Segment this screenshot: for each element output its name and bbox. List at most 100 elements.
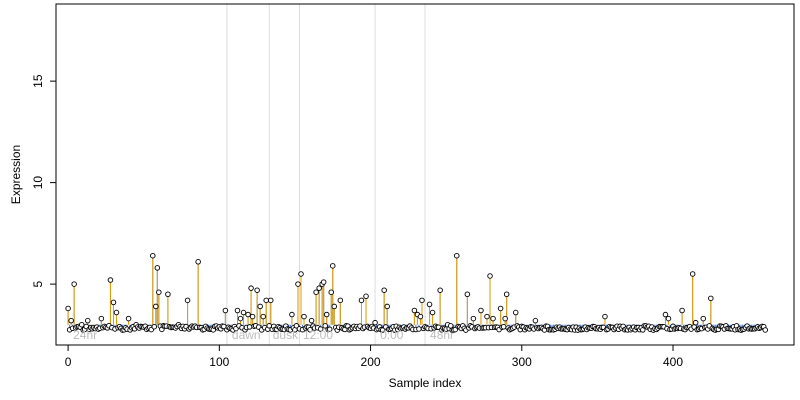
x-tick-label: 300 xyxy=(512,355,532,369)
data-point xyxy=(154,265,161,271)
data-point xyxy=(700,315,707,322)
x-axis-title: Sample index xyxy=(389,376,462,390)
data-point xyxy=(419,297,425,304)
data-point xyxy=(249,313,256,320)
region-label: dusk xyxy=(273,328,299,342)
data-point xyxy=(65,305,71,312)
y-axis-title: Expression xyxy=(9,145,23,204)
plot-frame xyxy=(55,3,795,346)
x-tick-label: 100 xyxy=(209,355,229,369)
data-point xyxy=(317,326,324,332)
data-point xyxy=(165,291,171,298)
data-point xyxy=(416,326,422,332)
data-point xyxy=(384,303,390,310)
data-point xyxy=(417,313,424,320)
data-point xyxy=(110,299,117,306)
data-point xyxy=(298,271,304,277)
data-point xyxy=(497,305,504,312)
x-tick-label: 200 xyxy=(361,355,381,369)
data-point xyxy=(500,324,507,330)
region-label: 48hr xyxy=(430,328,454,342)
data-point xyxy=(662,311,669,318)
data-point xyxy=(301,313,307,320)
data-point xyxy=(308,317,315,324)
data-point xyxy=(484,313,490,320)
data-point xyxy=(762,327,769,333)
data-point xyxy=(532,317,539,324)
data-point xyxy=(602,313,608,320)
data-point xyxy=(289,311,295,318)
data-point xyxy=(429,309,436,316)
data-point xyxy=(363,293,369,300)
data-point xyxy=(679,307,685,314)
data-point xyxy=(307,327,313,333)
data-point xyxy=(487,273,493,279)
x-tick-label: 400 xyxy=(663,355,683,369)
region-label: 24hr xyxy=(73,328,97,342)
region-labels: 24hr dawn dusk 12:00 0:00 48hr xyxy=(73,328,454,342)
data-point xyxy=(381,287,387,293)
data-point xyxy=(156,289,162,295)
data-point xyxy=(71,281,77,287)
data-point xyxy=(503,291,510,298)
data-point xyxy=(125,315,132,322)
data-point xyxy=(358,297,365,304)
region-label: 12:00 xyxy=(303,328,333,342)
x-axis: 0 100 200 300 400 xyxy=(65,345,683,369)
data-point xyxy=(490,315,496,322)
data-point xyxy=(257,303,263,310)
data-point xyxy=(320,279,327,285)
data-point xyxy=(411,307,418,314)
data-point xyxy=(107,277,114,283)
stems xyxy=(67,255,765,329)
data-point xyxy=(337,297,344,304)
data-point xyxy=(85,317,91,324)
data-point xyxy=(248,285,254,291)
data-point xyxy=(512,309,519,316)
data-point xyxy=(150,252,156,259)
data-point xyxy=(330,263,336,269)
data-point xyxy=(295,281,301,287)
data-point xyxy=(240,309,247,316)
data-point xyxy=(372,319,378,326)
data-point xyxy=(98,315,105,322)
data-point xyxy=(426,301,433,308)
data-point xyxy=(323,311,330,318)
data-point xyxy=(313,289,319,295)
data-point xyxy=(263,297,269,304)
data-point xyxy=(322,323,328,329)
time-dividers xyxy=(226,4,426,345)
data-point xyxy=(222,307,229,314)
data-point xyxy=(464,291,471,298)
region-label: dawn xyxy=(232,328,261,342)
data-point xyxy=(234,307,241,314)
data-point xyxy=(68,317,74,324)
y-tick-label: 10 xyxy=(31,176,45,190)
data-point xyxy=(254,287,260,293)
data-point xyxy=(331,303,338,310)
data-point xyxy=(437,287,443,293)
data-point xyxy=(316,285,322,291)
data-point xyxy=(267,297,274,304)
data-point xyxy=(665,315,672,322)
data-point xyxy=(151,323,158,330)
baseline-layer xyxy=(67,255,766,331)
region-label: 0:00 xyxy=(380,328,404,342)
data-point xyxy=(113,309,120,316)
data-point xyxy=(454,252,460,259)
y-tick-label: 5 xyxy=(31,280,45,287)
data-point xyxy=(478,307,484,314)
data-point xyxy=(470,315,477,322)
y-axis: 5 10 15 xyxy=(31,74,56,287)
data-points xyxy=(65,252,769,333)
x-tick-label: 0 xyxy=(65,355,72,369)
data-point xyxy=(184,297,191,304)
data-point xyxy=(153,303,159,310)
data-point xyxy=(502,315,508,322)
data-point xyxy=(195,259,201,265)
data-point xyxy=(78,321,85,328)
y-tick-label: 15 xyxy=(31,74,45,88)
data-point xyxy=(260,313,266,320)
